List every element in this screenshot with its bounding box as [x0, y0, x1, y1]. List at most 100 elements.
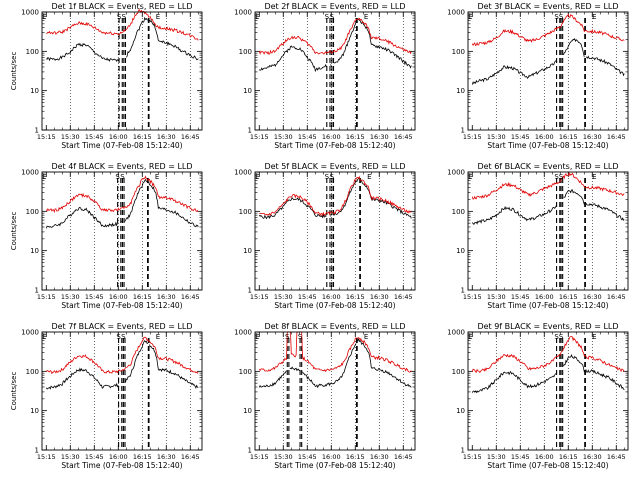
series-line-lld [46, 8, 199, 41]
plot-frame [467, 171, 629, 291]
x-tick-label: 15:45 [298, 133, 317, 141]
x-tick-label: 15:30 [487, 453, 506, 461]
x-tick-label: 16:00 [109, 133, 128, 141]
y-tick-label: 10 [30, 87, 39, 95]
series-line-events [259, 18, 412, 73]
time-marker-label: S [115, 173, 120, 181]
time-marker-label: E [156, 333, 160, 341]
time-marker-label: S [330, 13, 335, 21]
x-tick-label: 15:15 [250, 293, 269, 301]
time-marker-label: S [559, 173, 564, 181]
x-tick-label: 16:30 [370, 453, 389, 461]
series-line-lld [258, 331, 412, 373]
time-marker-label: S [121, 333, 126, 341]
time-marker-label: E [468, 173, 472, 181]
x-tick-label: 15:30 [274, 133, 293, 141]
time-marker-label: E [42, 173, 46, 181]
x-tick-label: 16:30 [583, 453, 602, 461]
y-tick-label: 10 [30, 407, 39, 415]
time-marker-label: E [156, 13, 160, 21]
series-line-events [471, 353, 625, 394]
time-marker-label: S [325, 173, 330, 181]
panel-title: Det 6f BLACK = Events, RED = LLD [477, 162, 618, 171]
y-tick-label: 1 [35, 447, 39, 455]
y-axis-label: Counts/sec [10, 52, 18, 91]
detector-panel-8: Det 8f BLACK = Events, RED = LLD 1 10 100 10… [234, 322, 416, 470]
time-marker-label: S [330, 173, 335, 181]
y-tick-label: 10 [243, 407, 252, 415]
y-tick-label: 100 [239, 208, 252, 216]
panel-title: Det 4f BLACK = Events, RED = LLD [51, 162, 192, 171]
time-marker-label: S [298, 333, 303, 341]
y-tick-label: 100 [452, 208, 465, 216]
series-line-lld [258, 17, 412, 56]
y-tick-label: 1 [35, 287, 39, 295]
x-tick-label: 16:45 [607, 453, 626, 461]
x-tick-label: 16:00 [109, 453, 128, 461]
time-marker-label: E [42, 13, 46, 21]
y-tick-label: 10 [243, 87, 252, 95]
x-tick-label: 15:30 [61, 293, 80, 301]
x-tick-label: 16:15 [346, 293, 365, 301]
y-tick-label: 100 [452, 368, 465, 376]
series-line-lld [45, 175, 199, 214]
x-tick-label: 16:00 [535, 133, 554, 141]
x-tick-label: 15:15 [37, 453, 56, 461]
x-tick-label: 15:45 [298, 293, 317, 301]
panel-title: Det 3f BLACK = Events, RED = LLD [477, 2, 618, 11]
x-tick-label: 15:15 [463, 133, 482, 141]
x-tick-label: 16:00 [535, 293, 554, 301]
panel-title: Det 2f BLACK = Events, RED = LLD [264, 2, 405, 11]
x-tick-label: 15:45 [511, 453, 530, 461]
y-tick-label: 1000 [234, 169, 252, 177]
series-line-events [46, 16, 199, 63]
x-tick-label: 15:30 [274, 453, 293, 461]
x-tick-label: 16:30 [157, 293, 176, 301]
x-tick-label: 15:45 [85, 453, 104, 461]
time-marker-label: E [468, 333, 472, 341]
series-line-events [258, 177, 412, 220]
time-marker-label: S [285, 333, 290, 341]
x-tick-label: 15:45 [511, 293, 530, 301]
time-marker-label: E [255, 173, 259, 181]
y-tick-label: 1 [461, 447, 465, 455]
x-tick-label: 16:30 [370, 293, 389, 301]
x-tick-label: 16:00 [322, 133, 341, 141]
time-marker-label: E [42, 333, 46, 341]
y-tick-label: 100 [239, 48, 252, 56]
x-tick-label: 15:45 [298, 453, 317, 461]
y-tick-label: 1 [461, 127, 465, 135]
time-marker-label: E [364, 333, 368, 341]
x-tick-label: 15:30 [61, 133, 80, 141]
y-tick-label: 1000 [234, 9, 252, 17]
x-tick-label: 16:15 [559, 293, 578, 301]
y-tick-label: 10 [243, 247, 252, 255]
x-tick-label: 16:45 [394, 293, 413, 301]
y-tick-label: 10 [30, 247, 39, 255]
series-line-lld [471, 336, 625, 373]
panel-title: Det 5f BLACK = Events, RED = LLD [264, 162, 405, 171]
time-marker-label: S [120, 173, 125, 181]
x-tick-label: 16:15 [559, 133, 578, 141]
y-tick-label: 100 [26, 368, 39, 376]
y-tick-label: 100 [26, 48, 39, 56]
y-tick-label: 1000 [447, 9, 465, 17]
x-tick-label: 16:30 [157, 133, 176, 141]
y-tick-label: 1000 [234, 329, 252, 337]
series-line-events [258, 337, 412, 389]
x-tick-label: 15:15 [463, 453, 482, 461]
y-tick-label: 1 [248, 447, 252, 455]
x-tick-label: 16:45 [181, 293, 200, 301]
y-tick-label: 1 [248, 287, 252, 295]
time-marker-label: E [468, 13, 472, 21]
x-tick-label: 16:00 [535, 453, 554, 461]
x-axis-label: Start Time (07-Feb-08 15:12:40) [487, 301, 608, 310]
series-line-events [471, 38, 625, 85]
x-tick-label: 16:15 [559, 453, 578, 461]
y-tick-label: 1000 [447, 169, 465, 177]
plot-frame [41, 11, 203, 131]
y-tick-label: 1000 [21, 9, 39, 17]
time-marker-label: S [554, 173, 559, 181]
time-marker-label: S [559, 333, 564, 341]
